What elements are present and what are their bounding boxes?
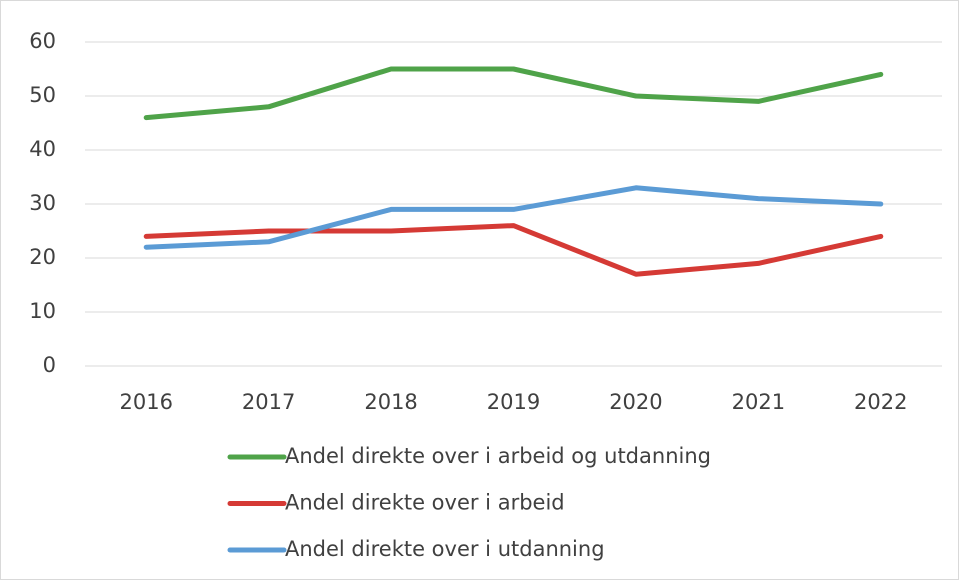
x-tick-label: 2017 xyxy=(242,390,295,414)
x-tick-label: 2016 xyxy=(119,390,172,414)
legend-label: Andel direkte over i arbeid og utdanning xyxy=(285,444,711,468)
y-tick-label: 0 xyxy=(43,353,56,377)
y-tick-label: 50 xyxy=(29,83,56,107)
series-line xyxy=(143,66,884,121)
y-tick-label: 40 xyxy=(29,137,56,161)
y-tick-label: 30 xyxy=(29,191,56,215)
x-tick-label: 2018 xyxy=(364,390,417,414)
x-tick-label: 2019 xyxy=(487,390,540,414)
series-line xyxy=(143,185,884,250)
series-line xyxy=(143,223,884,277)
legend-label: Andel direkte over i utdanning xyxy=(285,537,605,561)
y-tick-label: 60 xyxy=(29,29,56,53)
x-tick-label: 2021 xyxy=(732,390,785,414)
x-tick-label: 2022 xyxy=(854,390,907,414)
y-tick-label: 10 xyxy=(29,299,56,323)
y-tick-label: 20 xyxy=(29,245,56,269)
legend-label: Andel direkte over i arbeid xyxy=(285,491,565,515)
x-tick-label: 2020 xyxy=(609,390,662,414)
